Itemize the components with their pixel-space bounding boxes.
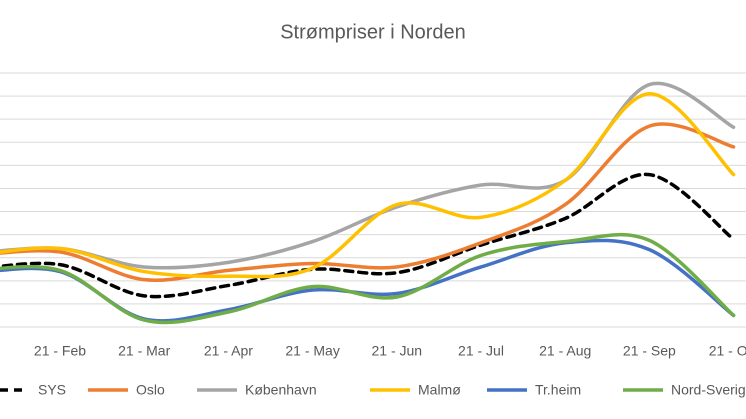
x-tick-label: 21 - May [285, 343, 339, 359]
x-tick-label: 21 - Jul [458, 343, 504, 359]
x-tick-label: 21 - Feb [34, 343, 86, 359]
series-line [0, 172, 736, 299]
x-tick-label: 21 - Oct [709, 343, 746, 359]
legend-label: Oslo [136, 382, 165, 398]
x-tick-label: 21 - Jun [372, 343, 423, 359]
series-line [0, 122, 736, 282]
chart-title: Strømpriser i Norden [280, 21, 466, 43]
x-tick-label: 21 - Apr [204, 343, 253, 359]
x-tick-label: 21 - Sep [623, 343, 676, 359]
x-tick-label: 21 - Mar [118, 343, 170, 359]
series-line [0, 233, 736, 325]
legend-label: Tr.heim [535, 382, 581, 398]
legend-label: Nord-Sverige [671, 382, 746, 398]
legend-label: København [245, 382, 317, 398]
x-tick-label: 21 - Aug [539, 343, 591, 359]
legend-label: Malmø [418, 382, 461, 398]
legend-label: SYS [38, 382, 66, 398]
series-line [0, 92, 736, 279]
